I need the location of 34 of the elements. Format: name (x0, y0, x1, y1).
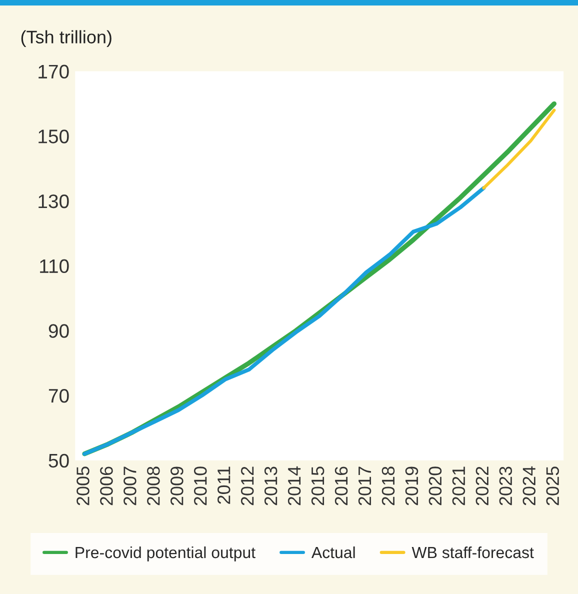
line-series (82, 186, 486, 456)
y-tick-label: 70 (48, 388, 69, 403)
y-tick-label: 110 (40, 259, 69, 274)
legend-label: WB staff-forecast (412, 546, 534, 558)
x-tick-label: 2019 (405, 466, 418, 506)
legend-label: Actual (311, 546, 355, 558)
x-tick-label: 2012 (240, 466, 254, 506)
x-tick-label: 2009 (170, 466, 184, 506)
x-tick-label: 2010 (194, 466, 207, 506)
x-tick-label: 2016 (334, 466, 348, 506)
x-tick-label: 2013 (264, 466, 278, 506)
x-tick-label: 2024 (522, 466, 536, 506)
y-tick-label: 150 (38, 130, 69, 144)
x-tick-label: 2015 (311, 466, 324, 506)
x-tick-label: 2007 (124, 466, 136, 506)
x-tick-label: 2017 (358, 466, 372, 506)
x-tick-label: 2022 (476, 466, 489, 506)
x-tick-label: 2006 (100, 466, 113, 506)
x-tick-label: 2025 (546, 466, 560, 506)
legend-label: Pre-covid potential output (76, 546, 256, 562)
x-tick-label: 2023 (499, 466, 512, 506)
y-tick-label: 170 (38, 64, 69, 79)
x-tick-label: 2014 (288, 466, 301, 506)
y-tick-label: 130 (38, 194, 69, 208)
x-tick-label: 2005 (76, 466, 90, 506)
x-tick-label: 2021 (452, 466, 466, 506)
x-tick-label: 2020 (428, 466, 442, 506)
y-tick-label: 50 (48, 454, 69, 468)
y-tick-label: 90 (48, 324, 69, 338)
y-axis-title: (Tsh trillion) (21, 30, 112, 48)
line-series (482, 108, 556, 190)
x-tick-label: 2018 (382, 466, 395, 506)
x-tick-label: 2008 (147, 466, 160, 506)
x-tick-label: 2011 (217, 466, 230, 504)
